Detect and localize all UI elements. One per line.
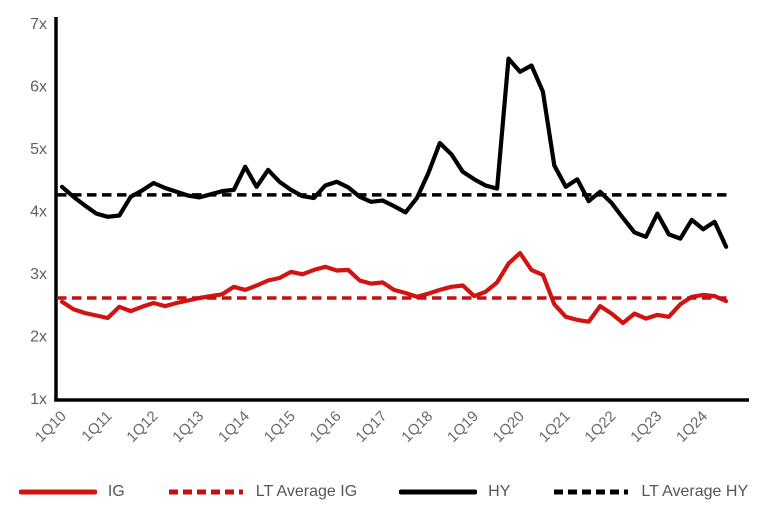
x-axis-tick-label: 1Q13 <box>169 408 207 446</box>
legend-swatch-hy-solid-line <box>399 489 478 495</box>
x-axis-tick-label: 1Q15 <box>261 408 299 446</box>
y-axis-tick-label: 3x <box>30 266 47 283</box>
chart-legend: IG LT Average IG HY LT Average HY <box>0 474 767 510</box>
y-axis-tick-label: 6x <box>30 79 47 96</box>
legend-swatch-lt-average-hy-dashed-line <box>554 489 629 495</box>
legend-label-lt-average-hy: LT Average HY <box>641 483 749 500</box>
legend-item-lt-average-hy: LT Average HY <box>552 483 748 501</box>
x-axis-tick-label: 1Q16 <box>307 408 345 446</box>
legend-swatch-ig-solid-line <box>18 489 97 495</box>
legend-item-lt-average-ig: LT Average IG <box>167 483 357 501</box>
y-axis-tick-label: 5x <box>30 141 47 158</box>
legend-label-hy: HY <box>488 483 511 500</box>
legend-label-ig: IG <box>107 483 125 500</box>
x-axis-tick-label: 1Q14 <box>215 408 253 446</box>
x-axis-tick-label: 1Q19 <box>444 408 482 446</box>
x-axis-tick-label: 1Q20 <box>490 408 528 446</box>
legend-item-ig: IG <box>18 483 125 501</box>
x-axis-tick-label: 1Q17 <box>352 408 390 446</box>
x-axis-tick-label: 1Q24 <box>673 408 711 446</box>
legend-label-lt-average-ig: LT Average IG <box>255 483 358 500</box>
x-axis-tick-label: 1Q12 <box>123 408 161 446</box>
x-axis-tick-label: 1Q18 <box>398 408 436 446</box>
y-axis-tick-label: 1x <box>30 391 47 408</box>
x-axis-tick-label: 1Q10 <box>32 408 70 446</box>
legend-swatch-lt-average-ig-dashed-line <box>168 489 243 495</box>
x-axis-tick-label: 1Q22 <box>581 408 619 446</box>
x-axis-tick-label: 1Q11 <box>78 408 115 445</box>
y-axis-tick-label: 4x <box>30 204 47 221</box>
hy-line <box>59 56 729 249</box>
ig-line <box>59 250 729 326</box>
x-axis-tick-label: 1Q23 <box>627 408 665 446</box>
x-axis-tick-label: 1Q21 <box>536 408 574 446</box>
y-axis-tick-label: 2x <box>30 329 47 346</box>
y-axis-tick-label: 7x <box>30 16 47 33</box>
legend-item-hy: HY <box>399 483 510 501</box>
